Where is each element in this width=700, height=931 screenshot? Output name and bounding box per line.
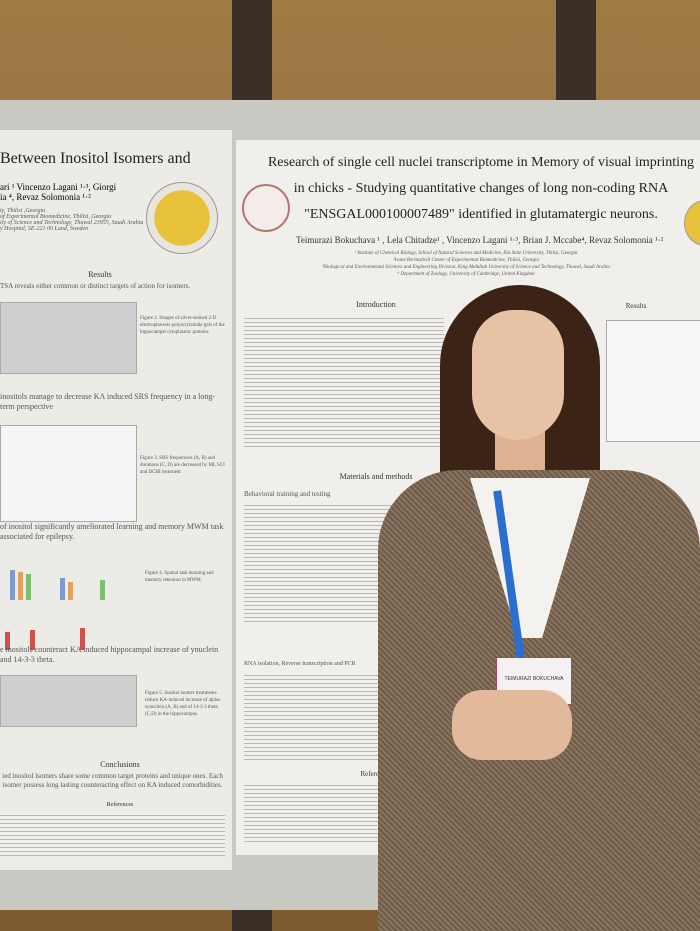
left-affiliations: ty, Tbilisi ,Georgia of Experimental Bio… [0, 208, 150, 232]
chart-bar [80, 628, 85, 650]
affiliation: y Hospital, SE-221 00 Lund, Sweden [0, 226, 89, 232]
affiliation: ³Biological and Environmental Sciences a… [322, 265, 610, 270]
figure-2-caption: Figure 2. Images of silver-stained 2-D e… [140, 316, 225, 335]
chart-bar [60, 578, 65, 600]
introduction-heading: Introduction [356, 300, 396, 309]
left-references-heading: References [106, 802, 134, 808]
chart-bar [30, 630, 35, 650]
affiliation: ity of Science and Technology, Thuwal 23… [0, 220, 144, 226]
figure-4-caption: Figure 4. Spatial task learning and memo… [145, 571, 214, 583]
srs-charts [0, 425, 137, 522]
university-logo [146, 182, 218, 254]
affiliation: ²Ivane Beritashvili Center of Experiment… [393, 258, 539, 263]
western-blot-image [0, 675, 137, 727]
right-references-heading: References [360, 770, 392, 778]
figure-3-caption: Figure 3. SRS frequencies (A, B) and dur… [140, 456, 225, 475]
left-section-synuclein: e inositols counteract KA induced hippoc… [0, 645, 219, 664]
badge-name: TEIMURAZI BOKUCHAVA [504, 676, 564, 682]
author-line: ari ¹ Vincenzo Lagani ¹·³, Giorgi [0, 182, 117, 192]
left-authors: ari ¹ Vincenzo Lagani ¹·³, Giorgi ia ⁴, … [0, 182, 116, 202]
methods-heading: Materials and methods [339, 472, 413, 481]
right-results-heading: Results [625, 302, 647, 310]
chart-bar [68, 582, 73, 600]
left-references-text [0, 812, 225, 857]
chart-bar [5, 632, 10, 650]
right-affiliations: ¹ Institute of Chemical Biology, School … [246, 250, 686, 278]
affiliation: ¹ Institute of Chemical Biology, School … [354, 251, 578, 256]
rna-heading: RNA isolation, Reverse transcription and… [244, 661, 356, 667]
conclusions-text: ied inositol isomers share some common t… [2, 772, 223, 789]
left-poster-title: Between Inositol Isomers and [0, 150, 191, 167]
mwm-bar-charts [0, 550, 135, 650]
results-charts [606, 320, 700, 442]
chart-bar [10, 570, 15, 600]
left-results-heading: Results [88, 270, 112, 279]
presenter-face [472, 310, 564, 440]
right-poster-title: Research of single cell nuclei transcrip… [267, 155, 695, 222]
university-seal [242, 184, 290, 232]
author-line: ia ⁴, Revaz Solomonia ¹·² [0, 192, 91, 202]
chart-bar [18, 572, 23, 600]
conclusions-heading: Conclusions [100, 760, 140, 769]
right-authors: Teimurazi Bokuchava ¹ , Lela Chitadze¹ ,… [296, 235, 664, 245]
behavioral-heading: Behavioral training and testing [244, 490, 331, 498]
affiliation: of Experimental Biomedicine, Tbilisi, Ge… [0, 214, 112, 220]
left-section-srs: inositols manage to decrease KA induced … [0, 392, 216, 411]
left-section-mwm: of inositol significantly ameliorated le… [0, 522, 224, 541]
figure-5-caption: Figure 5. Inositol isomer treatments red… [145, 691, 222, 717]
left-poster: Between Inositol Isomers and ari ¹ Vince… [0, 130, 232, 870]
presenter-hands [452, 690, 572, 760]
gel-image [0, 302, 137, 374]
chart-bar [100, 580, 105, 600]
affiliation: ty, Tbilisi ,Georgia [0, 208, 46, 214]
affiliation: ⁴ Department of Zoology, University of C… [397, 272, 535, 277]
left-results-text: TSA reveals either common or distinct ta… [0, 282, 191, 290]
chart-bar [26, 574, 31, 600]
introduction-text [244, 315, 444, 450]
